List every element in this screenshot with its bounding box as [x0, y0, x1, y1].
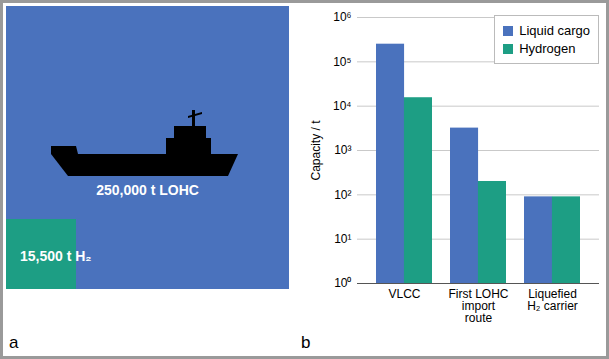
svg-text:10¹: 10¹: [334, 232, 351, 246]
html-text:b: b: [301, 333, 311, 352]
svg-text:First LOHCimportroute: First LOHCimportroute: [449, 287, 509, 325]
html-text:15,500 t H₂: 15,500 t H₂: [20, 248, 92, 265]
svg-text:LiquefiedH₂ carrier: LiquefiedH₂ carrier: [527, 287, 578, 313]
html-text:Hydrogen: Hydrogen: [519, 41, 576, 56]
svg-text:10⁶: 10⁶: [333, 10, 351, 24]
html-text:Liquid cargo: Liquid cargo: [519, 23, 590, 38]
svg-text:Capacity / t: Capacity / t: [309, 120, 323, 181]
svg-text:10⁴: 10⁴: [333, 99, 352, 113]
svg-text:10⁰: 10⁰: [334, 276, 351, 290]
svg-text:10⁵: 10⁵: [333, 55, 351, 69]
svg-text:10³: 10³: [334, 143, 351, 157]
html-text:250,000 t LOHC: 250,000 t LOHC: [96, 182, 199, 198]
svg-text:10²: 10²: [334, 188, 351, 202]
html-text:a: a: [9, 333, 19, 352]
svg-text:VLCC: VLCC: [388, 287, 420, 301]
